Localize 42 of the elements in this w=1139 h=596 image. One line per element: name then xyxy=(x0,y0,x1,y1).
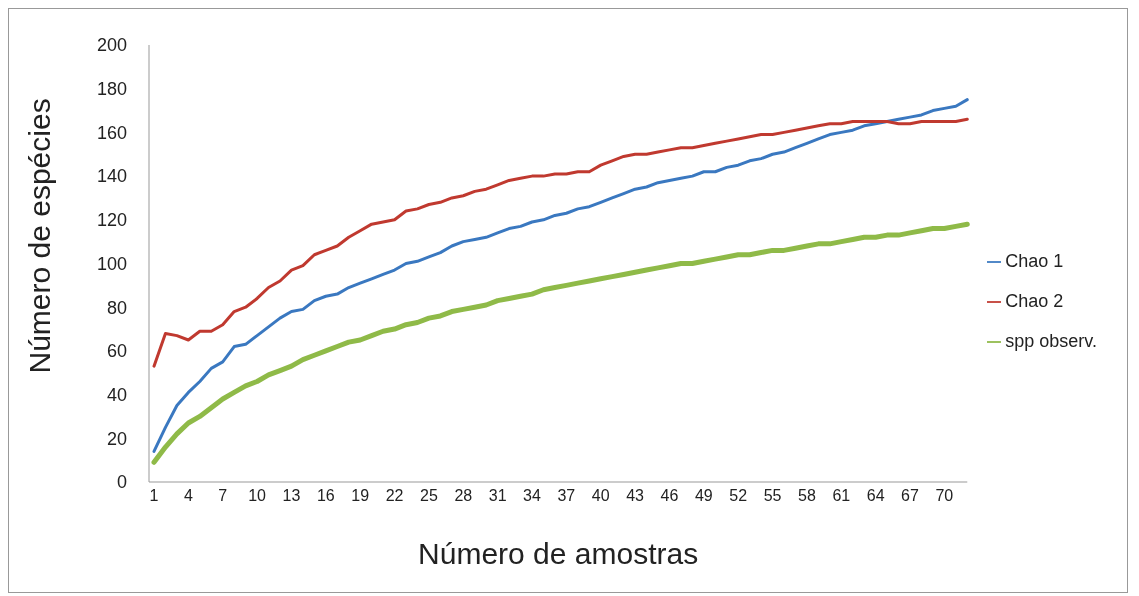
x-tick-label: 58 xyxy=(798,487,816,505)
legend-label: Chao 1 xyxy=(1005,250,1064,271)
y-tick-label: 200 xyxy=(96,35,127,56)
x-tick-label: 10 xyxy=(248,487,267,505)
y-tick-label: 140 xyxy=(96,166,127,187)
x-tick-label: 19 xyxy=(351,487,370,505)
x-tick-label: 13 xyxy=(282,487,301,505)
x-tick-label: 4 xyxy=(183,487,193,505)
x-tick-label: 31 xyxy=(488,487,507,505)
x-tick-label: 43 xyxy=(626,487,645,505)
x-tick-label: 49 xyxy=(694,487,713,505)
y-tick-label: 0 xyxy=(116,472,127,493)
line-series xyxy=(152,117,969,368)
y-tick-label: 20 xyxy=(106,428,127,449)
y-axis-title: Número de espécies xyxy=(22,98,56,374)
x-tick-label: 1 xyxy=(149,487,159,505)
y-tick-label: 100 xyxy=(96,253,127,274)
x-tick-label: 55 xyxy=(763,487,782,505)
y-tick-label: 180 xyxy=(96,79,127,100)
x-tick-label: 70 xyxy=(935,487,954,505)
x-tick-label: 34 xyxy=(523,487,541,505)
line-series xyxy=(152,98,969,453)
y-tick-label: 160 xyxy=(96,122,127,143)
legend-label: Chao 2 xyxy=(1005,290,1064,311)
x-tick-label: 25 xyxy=(420,487,438,505)
x-tick-label: 46 xyxy=(660,487,679,505)
x-tick-label: 64 xyxy=(866,487,885,505)
y-tick-label: 40 xyxy=(106,384,127,405)
x-tick-label: 52 xyxy=(729,487,748,505)
x-tick-label: 61 xyxy=(832,487,851,505)
x-tick-label: 22 xyxy=(385,487,404,505)
x-tick-label: 37 xyxy=(557,487,576,505)
legend-label: spp observ. xyxy=(1005,330,1097,351)
x-axis-title: Número de amostras xyxy=(418,537,699,570)
y-tick-label: 80 xyxy=(106,297,127,318)
y-tick-label: 60 xyxy=(106,341,127,362)
x-tick-label: 40 xyxy=(591,487,610,505)
x-tick-label: 7 xyxy=(218,487,228,505)
x-tick-label: 28 xyxy=(454,487,473,505)
y-tick-label: 120 xyxy=(96,210,127,231)
x-tick-label: 16 xyxy=(316,487,335,505)
x-tick-label: 67 xyxy=(901,487,920,505)
